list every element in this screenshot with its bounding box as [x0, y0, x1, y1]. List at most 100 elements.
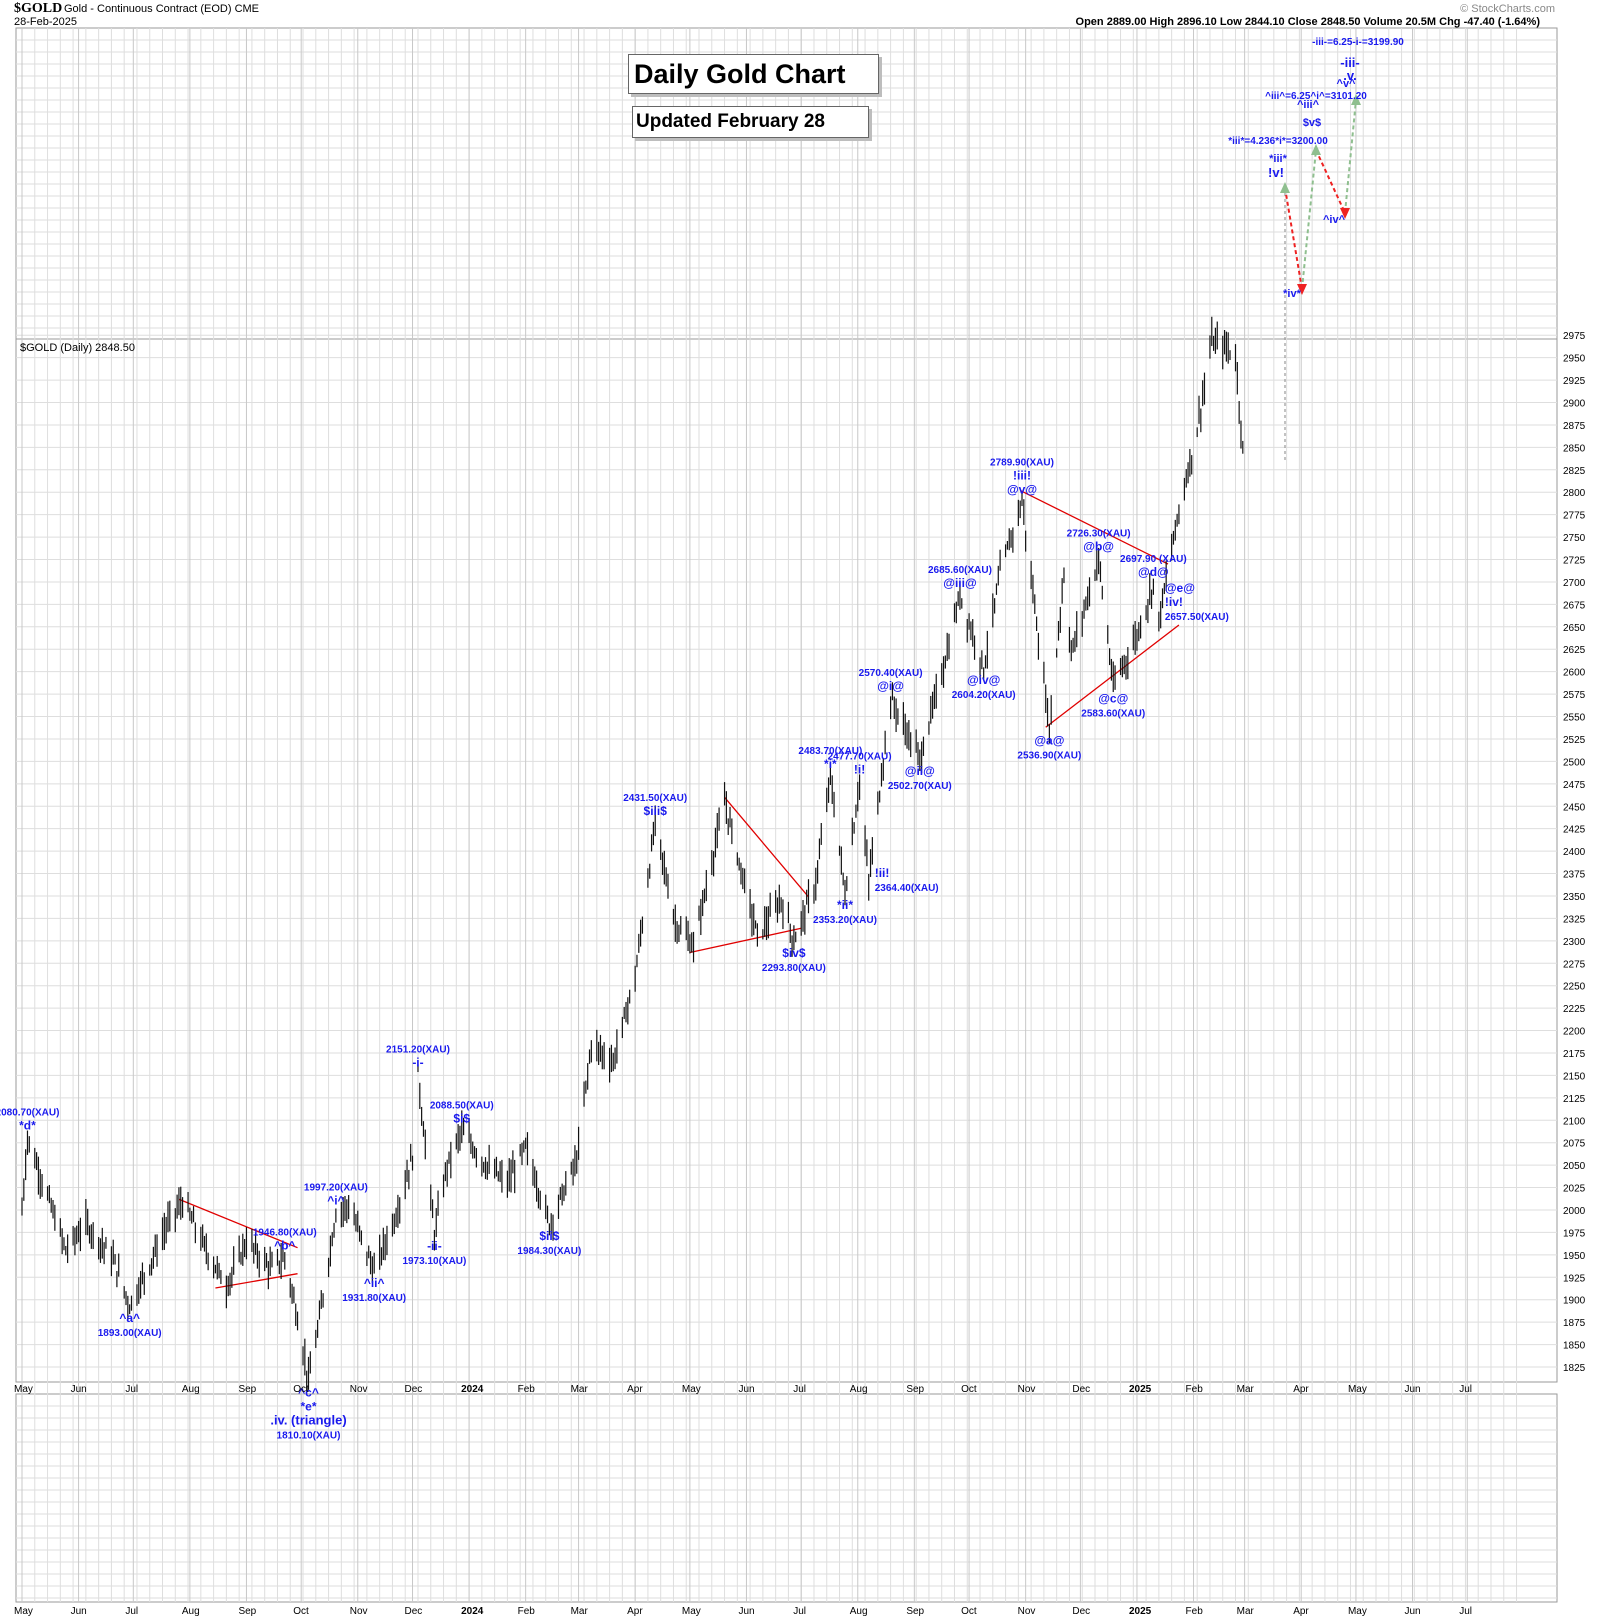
projection-arrowhead [1340, 208, 1350, 219]
y-tick-label: 2650 [1563, 623, 1586, 634]
projection-note: ^iii^=6.25^i^=3101.20 [1265, 91, 1367, 102]
price-label: 1810.10(XAU) [277, 1430, 341, 1441]
y-tick-label: 2800 [1563, 488, 1586, 499]
wave-label: $i$ [453, 1112, 470, 1126]
projection-path [1280, 94, 1361, 460]
y-tick-label: 2850 [1563, 443, 1586, 454]
y-tick-label: 2875 [1563, 421, 1586, 432]
projection-leg [1284, 187, 1303, 290]
y-tick-label: 2625 [1563, 645, 1586, 656]
projection-arrowhead [1297, 284, 1307, 295]
x-tick-label-lower: Oct [293, 1606, 309, 1617]
price-label: 1931.80(XAU) [342, 1293, 406, 1304]
y-tick-label: 1900 [1563, 1296, 1586, 1307]
price-label: 2502.70(XAU) [888, 781, 952, 792]
y-tick-label: 2475 [1563, 780, 1586, 791]
y-tick-label: 1875 [1563, 1318, 1586, 1329]
x-tick-label-lower: Jul [1459, 1606, 1472, 1617]
x-tick-label-lower: Aug [182, 1606, 200, 1617]
lower-panel [15, 1393, 1558, 1603]
price-label: 2477.70(XAU) [828, 751, 892, 762]
price-label: 2789.90(XAU) [990, 457, 1054, 468]
y-tick-label: 2100 [1563, 1116, 1586, 1127]
chart-symbol: $GOLD [14, 1, 63, 16]
y-tick-label: 2675 [1563, 600, 1586, 611]
x-tick-label-lower: Dec [405, 1606, 423, 1617]
x-tick-label: Mar [571, 1384, 589, 1395]
price-label: 2657.50(XAU) [1165, 612, 1229, 623]
projection-note: -iii-=6.25-i-=3199.90 [1312, 37, 1404, 48]
y-tick-label: 2275 [1563, 959, 1586, 970]
x-tick-label: 2025 [1129, 1384, 1152, 1395]
wave-label: -ii- [427, 1239, 442, 1253]
y-tick-label: 2125 [1563, 1094, 1586, 1105]
price-label: 2536.90(XAU) [1017, 750, 1081, 761]
x-tick-label: Jun [1405, 1384, 1421, 1395]
projection-arrowhead [1351, 94, 1361, 105]
x-tick-label-lower: Jun [1405, 1606, 1421, 1617]
price-label: 1893.00(XAU) [98, 1328, 162, 1339]
y-tick-label: 2150 [1563, 1071, 1586, 1082]
x-tick-label: Apr [1293, 1384, 1309, 1395]
exchange-name: CME [234, 3, 260, 15]
x-tick-label-lower: Feb [1186, 1606, 1204, 1617]
price-label: 2088.50(XAU) [430, 1101, 494, 1112]
y-tick-label: 2375 [1563, 870, 1586, 881]
x-tick-label-lower: Nov [1018, 1606, 1036, 1617]
wave-label: !iv! [1165, 595, 1183, 609]
wave-annotations: *iii*!v! *iv* ^iii^ $v$ ^iv^ -iii-.v.^v^ *iii*… [0, 37, 1404, 1441]
y-tick-label: 2900 [1563, 399, 1586, 410]
wave-label: @i@ [877, 679, 904, 693]
y-tick-label: 2050 [1563, 1161, 1586, 1172]
x-tick-label-lower: Apr [627, 1606, 643, 1617]
wave-label: @v@ [1007, 482, 1037, 496]
wave-label: @c@ [1098, 691, 1128, 705]
projection-label: $v$ [1303, 117, 1321, 129]
wave-label: @a@ [1034, 733, 1064, 747]
y-tick-label: 2450 [1563, 802, 1586, 813]
chart-title: Daily Gold Chart [628, 54, 879, 94]
x-tick-label-lower: Jun [738, 1606, 754, 1617]
y-tick-label: 2825 [1563, 466, 1586, 477]
price-label: 1946.80(XAU) [253, 1228, 317, 1239]
wave-label: $iii$ [644, 804, 668, 818]
projection-label: ^iii^ [1297, 99, 1320, 111]
projection-label: *iii* [1269, 153, 1287, 165]
x-tick-label-lower: May [14, 1606, 33, 1617]
x-tick-label: Aug [182, 1384, 200, 1395]
wave-label: @e@ [1165, 581, 1195, 595]
y-tick-label: 2575 [1563, 690, 1586, 701]
x-tick-label-lower: Nov [350, 1606, 368, 1617]
wave-label: .iv. (triangle) [270, 1412, 346, 1427]
wave-label: *d* [19, 1119, 36, 1133]
y-tick-label: 2600 [1563, 668, 1586, 679]
wave-label: $ii$ [539, 1229, 559, 1243]
y-tick-label: 2250 [1563, 982, 1586, 993]
price-label: 2570.40(XAU) [859, 668, 923, 679]
projection-arrowhead [1280, 182, 1290, 193]
x-tick-label: Sep [906, 1384, 924, 1395]
projection-note: *iii*=4.236*i*=3200.00 [1228, 136, 1328, 147]
trendline [1019, 489, 1169, 565]
x-tick-label: May [1348, 1384, 1367, 1395]
x-tick-label: Jun [738, 1384, 754, 1395]
x-tick-label: Oct [293, 1384, 309, 1395]
x-tick-label-lower: Mar [571, 1606, 589, 1617]
wave-label: !i! [854, 762, 865, 776]
x-tick-label-lower: 2025 [1129, 1606, 1152, 1617]
price-label: 1984.30(XAU) [517, 1246, 581, 1257]
projection-label: ^iv^ [1323, 214, 1346, 226]
y-tick-label: 2400 [1563, 847, 1586, 858]
grid [16, 28, 1557, 1602]
price-label: 2726.30(XAU) [1067, 528, 1131, 539]
x-tick-label: Aug [850, 1384, 868, 1395]
trendline [724, 796, 809, 898]
price-label: 2151.20(XAU) [386, 1044, 450, 1055]
projection-label: ^v^ [1337, 78, 1357, 90]
wave-label: !ii! [875, 866, 890, 880]
y-tick-label: 2350 [1563, 892, 1586, 903]
y-tick-label: 1950 [1563, 1251, 1586, 1262]
y-tick-label: 1825 [1563, 1363, 1586, 1374]
x-tick-label-lower: Sep [906, 1606, 924, 1617]
x-tick-label-lower: Mar [1237, 1606, 1255, 1617]
